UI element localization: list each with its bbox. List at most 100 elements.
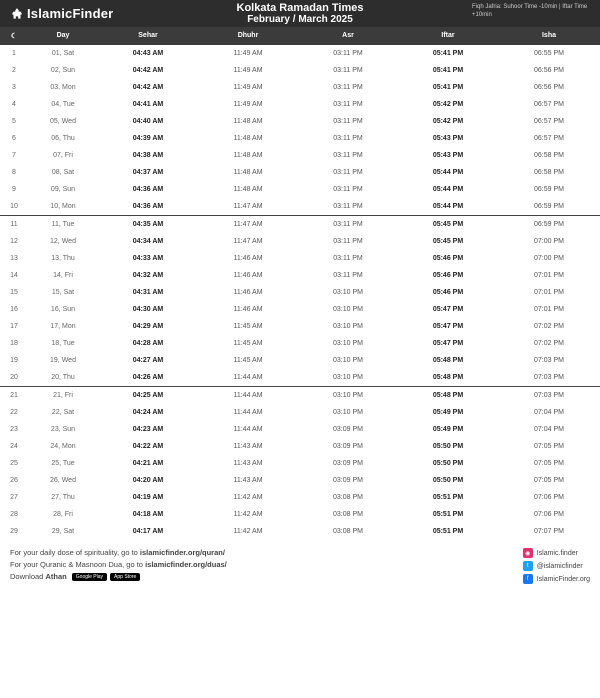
cell-isha: 06:59 PM	[498, 203, 600, 210]
cell-isha: 07:04 PM	[498, 426, 600, 433]
cell-sehar: 04:36 AM	[98, 186, 198, 193]
cell-index: 12	[0, 238, 28, 245]
google-play-badge[interactable]: Google Play	[72, 573, 107, 581]
cell-day: 23, Sun	[28, 426, 98, 433]
cell-isha: 06:55 PM	[498, 50, 600, 57]
cell-iftar: 05:43 PM	[398, 152, 498, 159]
cell-asr: 03:09 PM	[298, 443, 398, 450]
cell-iftar: 05:43 PM	[398, 135, 498, 142]
cell-day: 11, Tue	[28, 221, 98, 228]
table-row: 404, Tue04:41 AM11:49 AM03:11 PM05:42 PM…	[0, 96, 600, 113]
cell-sehar: 04:29 AM	[98, 323, 198, 330]
social-facebook[interactable]: f IslamicFinder.org	[523, 574, 590, 584]
cell-iftar: 05:50 PM	[398, 443, 498, 450]
cell-day: 10, Mon	[28, 203, 98, 210]
cell-iftar: 05:44 PM	[398, 169, 498, 176]
social-instagram[interactable]: ◉ Islamic.finder	[523, 548, 590, 558]
table-row: 909, Sun04:36 AM11:48 AM03:11 PM05:44 PM…	[0, 181, 600, 198]
cell-dhuhr: 11:47 AM	[198, 221, 298, 228]
cell-isha: 07:02 PM	[498, 323, 600, 330]
twitter-icon: t	[523, 561, 533, 571]
cell-sehar: 04:37 AM	[98, 169, 198, 176]
cell-day: 27, Thu	[28, 494, 98, 501]
table-row: 1515, Sat04:31 AM11:46 AM03:10 PM05:46 P…	[0, 284, 600, 301]
cell-asr: 03:10 PM	[298, 409, 398, 416]
cell-sehar: 04:21 AM	[98, 460, 198, 467]
cell-sehar: 04:19 AM	[98, 494, 198, 501]
cell-index: 3	[0, 84, 28, 91]
cell-asr: 03:10 PM	[298, 306, 398, 313]
cell-index: 21	[0, 392, 28, 399]
cell-isha: 07:03 PM	[498, 392, 600, 399]
cell-day: 20, Thu	[28, 374, 98, 381]
cell-asr: 03:11 PM	[298, 84, 398, 91]
col-sehar: Sehar	[98, 32, 198, 40]
cell-isha: 07:03 PM	[498, 374, 600, 381]
social-twitter[interactable]: t @islamicfinder	[523, 561, 590, 571]
cell-sehar: 04:23 AM	[98, 426, 198, 433]
cell-asr: 03:09 PM	[298, 477, 398, 484]
cell-day: 12, Wed	[28, 238, 98, 245]
cell-isha: 06:56 PM	[498, 67, 600, 74]
cell-iftar: 05:42 PM	[398, 118, 498, 125]
table-row: 606, Thu04:39 AM11:48 AM03:11 PM05:43 PM…	[0, 130, 600, 147]
cell-sehar: 04:27 AM	[98, 357, 198, 364]
cell-isha: 06:58 PM	[498, 152, 600, 159]
footer-line1-link[interactable]: islamicfinder.org/quran/	[140, 548, 225, 557]
cell-isha: 07:05 PM	[498, 460, 600, 467]
cell-dhuhr: 11:47 AM	[198, 203, 298, 210]
cell-dhuhr: 11:46 AM	[198, 306, 298, 313]
cell-day: 06, Thu	[28, 135, 98, 142]
app-store-badge[interactable]: App Store	[110, 573, 140, 581]
footer-line2-pre: For your Quranic & Masnoon Dua, go to	[10, 560, 145, 569]
cell-iftar: 05:45 PM	[398, 238, 498, 245]
cell-index: 1	[0, 50, 28, 57]
footer-line2-link[interactable]: islamicfinder.org/duas/	[145, 560, 227, 569]
cell-asr: 03:11 PM	[298, 135, 398, 142]
table-row: 1414, Fri04:32 AM11:46 AM03:11 PM05:46 P…	[0, 267, 600, 284]
cell-isha: 07:03 PM	[498, 357, 600, 364]
cell-sehar: 04:35 AM	[98, 221, 198, 228]
cell-iftar: 05:49 PM	[398, 426, 498, 433]
cell-asr: 03:10 PM	[298, 289, 398, 296]
cell-day: 05, Wed	[28, 118, 98, 125]
cell-sehar: 04:33 AM	[98, 255, 198, 262]
cell-dhuhr: 11:42 AM	[198, 528, 298, 535]
cell-index: 22	[0, 409, 28, 416]
cell-sehar: 04:42 AM	[98, 67, 198, 74]
cell-index: 14	[0, 272, 28, 279]
table-row: 2929, Sat04:17 AM11:42 AM03:08 PM05:51 P…	[0, 523, 600, 540]
cell-dhuhr: 11:45 AM	[198, 323, 298, 330]
cell-sehar: 04:41 AM	[98, 101, 198, 108]
cell-index: 9	[0, 186, 28, 193]
table-row: 505, Wed04:40 AM11:48 AM03:11 PM05:42 PM…	[0, 113, 600, 130]
cell-day: 14, Fri	[28, 272, 98, 279]
cell-sehar: 04:40 AM	[98, 118, 198, 125]
cell-day: 21, Fri	[28, 392, 98, 399]
table-row: 1717, Mon04:29 AM11:45 AM03:10 PM05:47 P…	[0, 318, 600, 335]
cell-asr: 03:08 PM	[298, 511, 398, 518]
cell-index: 29	[0, 528, 28, 535]
cell-iftar: 05:50 PM	[398, 460, 498, 467]
col-iftar: Iftar	[398, 32, 498, 40]
cell-iftar: 05:51 PM	[398, 494, 498, 501]
cell-dhuhr: 11:45 AM	[198, 340, 298, 347]
cell-sehar: 04:20 AM	[98, 477, 198, 484]
cell-isha: 06:59 PM	[498, 221, 600, 228]
header: IslamicFinder Kolkata Ramadan Times Febr…	[0, 0, 600, 27]
cell-index: 26	[0, 477, 28, 484]
cell-iftar: 05:48 PM	[398, 374, 498, 381]
footer-line3-pre: Download	[10, 572, 45, 581]
cell-day: 15, Sat	[28, 289, 98, 296]
cell-index: 13	[0, 255, 28, 262]
table-row: 1010, Mon04:36 AM11:47 AM03:11 PM05:44 P…	[0, 198, 600, 215]
table-row: 1111, Tue04:35 AM11:47 AM03:11 PM05:45 P…	[0, 216, 600, 233]
cell-dhuhr: 11:46 AM	[198, 289, 298, 296]
footer-line1-pre: For your daily dose of spirituality, go …	[10, 548, 140, 557]
footer-social: ◉ Islamic.finder t @islamicfinder f Isla…	[523, 548, 590, 587]
cell-dhuhr: 11:46 AM	[198, 272, 298, 279]
cell-isha: 07:01 PM	[498, 272, 600, 279]
cell-iftar: 05:47 PM	[398, 340, 498, 347]
cell-asr: 03:08 PM	[298, 528, 398, 535]
cell-day: 02, Sun	[28, 67, 98, 74]
